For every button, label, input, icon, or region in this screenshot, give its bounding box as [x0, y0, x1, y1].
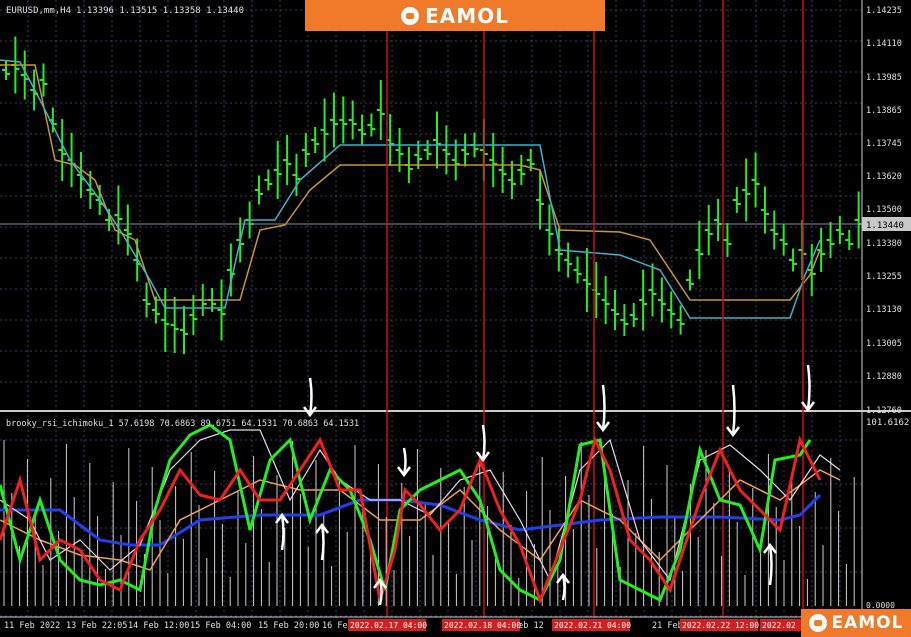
- robot-icon: [401, 6, 420, 25]
- price-axis: 1.14235 1.14110 1.13985 1.13865 1.13745 1.136…: [866, 6, 902, 416]
- price-bars: [2, 36, 863, 354]
- tenkan-line: [0, 64, 821, 301]
- price-axis-label: 1.14110: [866, 39, 902, 49]
- arrow-head: [556, 572, 570, 584]
- time-tag-label: 2022.02.21 04:00: [554, 621, 631, 630]
- arrow-shaft: [601, 384, 606, 431]
- price-axis-label: 1.12760: [866, 406, 902, 416]
- indicator-axis-top: 101.6162: [866, 418, 909, 428]
- price-axis-label: 1.13380: [866, 239, 902, 249]
- time-tag-label: 2022.02.22 12:00: [682, 621, 759, 630]
- price-axis-label: 1.13985: [866, 73, 902, 83]
- time-axis-label: 15 Feb 04:00: [190, 621, 251, 631]
- arrow-head: [315, 522, 329, 534]
- time-tag-box: [680, 619, 758, 631]
- chart-grid: [0, 0, 863, 617]
- arrow-head: [397, 466, 411, 478]
- arrow-head: [596, 421, 610, 433]
- brand-name-bottom: EAMOL: [831, 613, 904, 633]
- time-axis-label: Feb 12: [513, 621, 544, 631]
- brand-banner-top: EAMOL: [305, 0, 605, 31]
- time-tag-box: [552, 619, 630, 631]
- price-axis-label: 1.13620: [866, 172, 902, 182]
- arrow-head: [476, 451, 490, 463]
- kijun-line: [0, 59, 821, 319]
- current-price-box: [862, 217, 911, 231]
- price-axis-label: 1.13745: [866, 139, 902, 149]
- arrow-head: [373, 577, 387, 589]
- time-axis-label: 11 Feb 2022: [4, 621, 60, 631]
- symbol-label: EURUSD,mm,H4 1.13396 1.13515 1.13358 1.13…: [6, 6, 244, 16]
- time-axis-label: 15 Feb 20:00: [258, 621, 319, 631]
- arrow-head: [763, 542, 777, 554]
- current-price-label: 1.13440: [866, 221, 904, 231]
- arrow-shaft: [320, 524, 325, 561]
- time-axis: 11 Feb 2022 13 Feb 22:05 14 Feb 12:00 15 Fe…: [4, 619, 838, 631]
- arrow-shaft: [280, 514, 285, 551]
- time-tag-box: [442, 619, 520, 631]
- time-tag-box: [348, 619, 426, 631]
- time-tag-label: 2022.02.18 04:00: [444, 621, 521, 630]
- time-axis-label: 13 Feb 22:05: [66, 621, 127, 631]
- brand-name: EAMOL: [425, 3, 509, 28]
- rsi-red-line: [0, 435, 822, 605]
- rsi-green-line: [0, 423, 812, 603]
- arrow-head: [303, 406, 317, 418]
- arrow-head: [801, 401, 815, 413]
- price-axis-label: 1.14235: [866, 6, 902, 16]
- price-axis-label: 1.13500: [866, 205, 902, 215]
- indicator-label: brooky_rsi_ichimoku_1 57.6198 70.6863 89…: [6, 419, 359, 429]
- arrow-shaft: [768, 544, 773, 586]
- arrow-shaft: [481, 424, 486, 461]
- time-axis-label: 14 Feb 12:00: [128, 621, 189, 631]
- hand-drawn-arrows: [275, 364, 815, 606]
- time-axis-label: 21 Feb 16: [652, 621, 698, 631]
- robot-icon: [808, 614, 827, 632]
- brand-banner-bottom: EAMOL: [801, 609, 911, 637]
- indicator-axis-bottom: 0.0000: [866, 601, 895, 610]
- time-tag-label: 2022.02: [762, 621, 796, 630]
- price-axis-label: 1.13255: [866, 272, 902, 282]
- arrow-shaft: [731, 384, 736, 436]
- signal-vertical-lines: [386, 0, 804, 617]
- price-axis-label: 1.12880: [866, 372, 902, 382]
- arrow-head: [275, 512, 289, 524]
- arrow-shaft: [806, 364, 811, 411]
- arrow-shaft: [308, 377, 313, 416]
- arrow-shaft: [402, 447, 407, 476]
- time-axis-label: 16 Feb: [322, 621, 353, 631]
- price-axis-label: 1.13005: [866, 339, 902, 349]
- time-tag-label: 2022.02.17 04:00: [350, 621, 427, 630]
- price-axis-label: 1.13130: [866, 305, 902, 315]
- price-axis-label: 1.13865: [866, 106, 902, 116]
- rsi-orange-line: [0, 469, 841, 571]
- arrow-head: [726, 426, 740, 438]
- indicator-histogram: [3, 440, 855, 606]
